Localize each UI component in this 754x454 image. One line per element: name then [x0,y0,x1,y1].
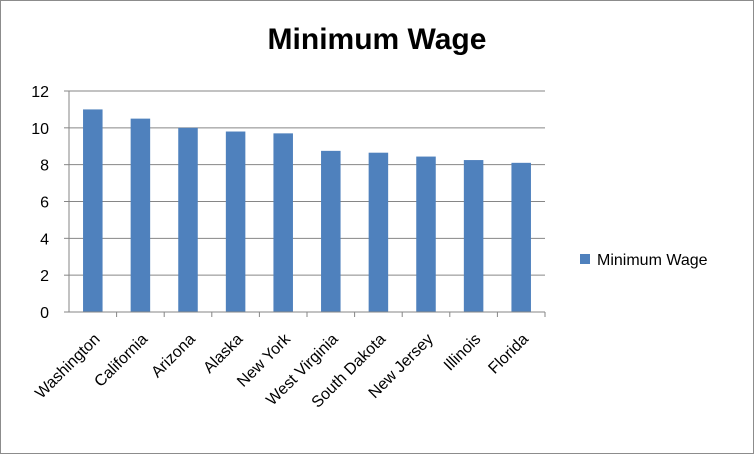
bars [83,109,531,313]
y-tick-label: 4 [40,231,49,248]
bar [368,152,389,312]
y-tick-label: 2 [40,268,49,285]
legend: Minimum Wage [580,252,708,269]
bar [463,160,484,312]
y-tick-label: 6 [40,195,49,212]
bar [178,127,198,312]
legend-label: Minimum Wage [597,252,708,269]
bar [416,156,436,312]
x-tick-label: Florida [485,331,532,378]
x-tick-label: Illinois [441,331,484,374]
legend-swatch [580,254,590,264]
y-tick-label: 12 [31,84,49,101]
bar [225,131,246,312]
bar [83,109,103,313]
bar [321,150,341,312]
y-tick-label: 10 [31,121,49,138]
axes [64,90,546,317]
y-tick-labels: 0 2 4 6 8 10 12 [31,84,49,322]
bar [130,118,151,312]
y-tick-label: 0 [40,305,49,322]
bar [273,133,293,312]
x-tick-label: Washington [32,331,103,402]
chart-title: Minimum Wage [267,23,487,56]
x-tick-label: Alaska [200,331,246,377]
y-tick-label: 8 [40,158,49,175]
bar [511,162,531,312]
x-tick-label: Arizona [148,331,198,381]
